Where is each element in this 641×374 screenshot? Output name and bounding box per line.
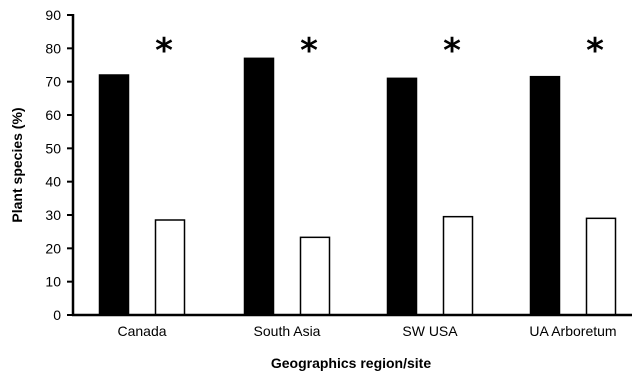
x-category-label: SW USA <box>402 323 458 339</box>
y-tick-label: 90 <box>45 7 61 23</box>
y-tick-label: 40 <box>45 174 61 190</box>
significance-asterisk: * <box>443 31 461 71</box>
y-tick-label: 70 <box>45 74 61 90</box>
bars <box>98 57 617 316</box>
bar-light <box>585 217 617 316</box>
bar-light <box>442 215 474 316</box>
x-category-label: Canada <box>117 323 166 339</box>
x-axis-category-labels: Canada South Asia SW USA UA Arboretum <box>117 323 616 339</box>
y-tick-label: 0 <box>53 307 61 323</box>
bar-light <box>154 219 186 316</box>
significance-asterisk: * <box>155 31 173 71</box>
y-tick-label: 10 <box>45 274 61 290</box>
y-tick-label: 20 <box>45 240 61 256</box>
y-axis-title: Plant species (%) <box>9 107 25 222</box>
significance-asterisk: * <box>586 31 604 71</box>
bar-dark <box>386 77 418 316</box>
x-category-label: South Asia <box>254 323 321 339</box>
bar-dark <box>529 75 561 316</box>
bar-dark <box>243 57 275 316</box>
y-axis-ticks: 0 10 20 30 40 50 60 70 80 90 <box>45 7 73 323</box>
significance-markers: * * * * <box>155 31 604 71</box>
x-axis-title: Geographics region/site <box>271 355 431 371</box>
x-category-label: UA Arboretum <box>529 323 616 339</box>
y-tick-label: 80 <box>45 40 61 56</box>
y-tick-label: 60 <box>45 107 61 123</box>
y-tick-label: 30 <box>45 207 61 223</box>
significance-asterisk: * <box>300 31 318 71</box>
y-tick-label: 50 <box>45 140 61 156</box>
bar-dark <box>98 74 130 316</box>
bar-light <box>299 236 331 316</box>
